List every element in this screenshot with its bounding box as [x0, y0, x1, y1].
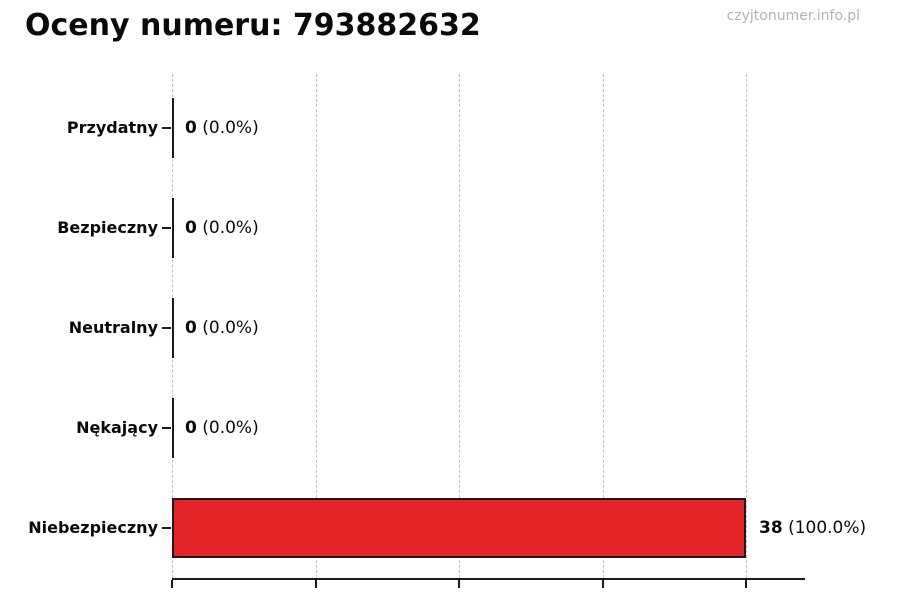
- value-label-bezpieczny: 0 (0.0%): [185, 216, 259, 240]
- value-count: 0: [185, 418, 197, 438]
- value-count: 38: [759, 518, 783, 538]
- value-count: 0: [185, 218, 197, 238]
- y-axis-tick: [162, 227, 171, 229]
- x-axis-tick: [458, 580, 460, 588]
- gridline: [746, 74, 747, 578]
- bar-przydatny: [172, 98, 174, 158]
- bar-bezpieczny: [172, 198, 174, 258]
- value-count: 0: [185, 318, 197, 338]
- category-label-niebezpieczny: Niebezpieczny: [28, 518, 158, 537]
- x-axis-tick: [745, 580, 747, 588]
- x-axis-tick: [601, 580, 604, 588]
- value-percentage: (100.0%): [782, 518, 867, 538]
- x-axis-tick: [171, 580, 173, 588]
- value-label-neutralny: 0 (0.0%): [185, 316, 259, 340]
- value-label-niebezpieczny: 38 (100.0%): [759, 516, 866, 540]
- bar-niebezpieczny: [172, 498, 746, 558]
- bar-nekajacy: [172, 398, 174, 458]
- category-label-nekajacy: Nękający: [76, 418, 158, 437]
- y-axis-tick: [162, 527, 171, 529]
- gridline: [459, 74, 460, 578]
- gridline: [602, 74, 604, 578]
- chart-title: Oceny numeru: 793882632: [25, 8, 481, 43]
- value-percentage: (0.0%): [196, 118, 259, 138]
- gridline: [315, 74, 317, 578]
- x-axis-tick: [314, 580, 317, 588]
- value-percentage: (0.0%): [196, 418, 259, 438]
- value-label-nekajacy: 0 (0.0%): [185, 416, 259, 440]
- y-axis-tick: [162, 327, 171, 329]
- value-label-przydatny: 0 (0.0%): [185, 116, 259, 140]
- watermark-site-name: czyjtonumer.info.pl: [726, 8, 860, 24]
- y-axis-tick: [162, 427, 171, 429]
- value-percentage: (0.0%): [196, 318, 259, 338]
- x-axis-line: [172, 578, 805, 580]
- bar-neutralny: [172, 298, 174, 358]
- category-label-bezpieczny: Bezpieczny: [57, 218, 158, 237]
- category-label-przydatny: Przydatny: [66, 118, 158, 137]
- value-percentage: (0.0%): [196, 218, 259, 238]
- value-count: 0: [185, 118, 197, 138]
- y-axis-tick: [162, 127, 171, 129]
- category-label-neutralny: Neutralny: [68, 318, 158, 337]
